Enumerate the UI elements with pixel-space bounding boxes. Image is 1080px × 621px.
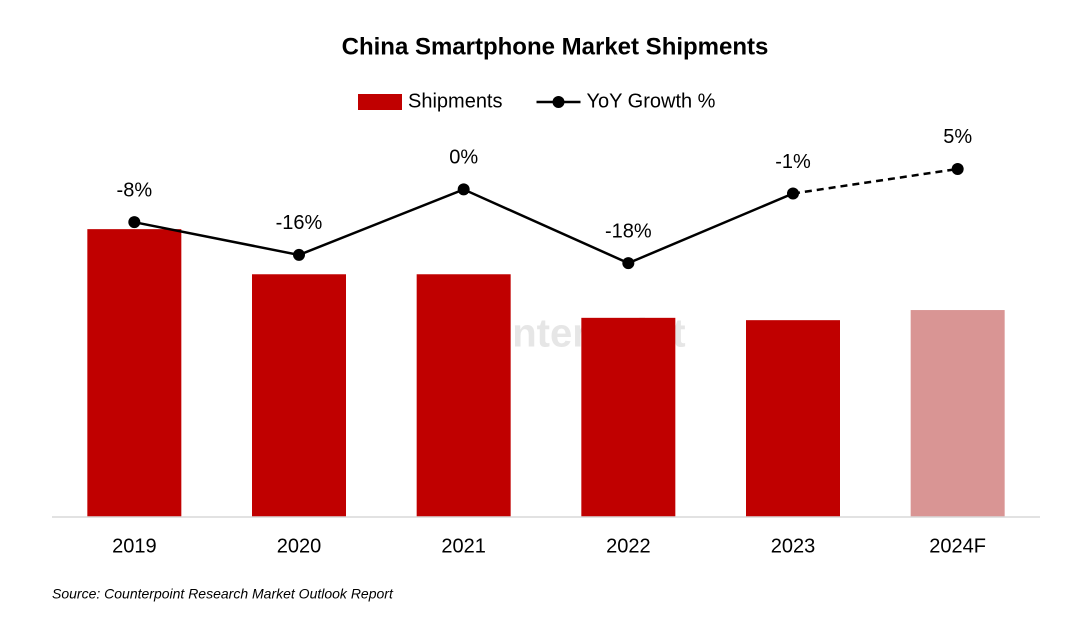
growth-line [134,188,794,265]
line-marker [622,257,635,270]
growth-line-forecast [792,167,958,195]
bar [87,229,182,517]
chart-title: China Smartphone Market Shipments [342,33,769,60]
data-label: -1% [775,151,811,173]
x-tick-label: 2024F [929,535,986,557]
data-label: 0% [449,147,478,169]
data-label: -18% [605,220,652,242]
x-tick-label: 2023 [771,535,816,557]
legend-marker [552,96,565,108]
bar [581,317,676,517]
line-marker [457,183,470,196]
x-tick-label: 2021 [441,535,486,557]
bar [416,274,511,517]
data-label: -8% [117,179,153,201]
line-marker [787,187,799,200]
legend-swatch [358,94,402,110]
data-label: -16% [276,212,323,234]
line-marker [951,162,964,175]
data-label: 5% [943,126,972,148]
line-marker [293,248,305,261]
line-marker [128,216,141,229]
x-tick-label: 2020 [277,535,322,557]
bar [910,310,1005,517]
bar [746,320,840,517]
legend-label: Shipments [408,90,503,112]
x-tick-label: 2019 [112,535,157,557]
source-note: Source: Counterpoint Research Market Out… [52,586,394,602]
legend-label: YoY Growth % [587,90,716,112]
x-tick-label: 2022 [606,535,651,557]
bar [252,274,346,517]
